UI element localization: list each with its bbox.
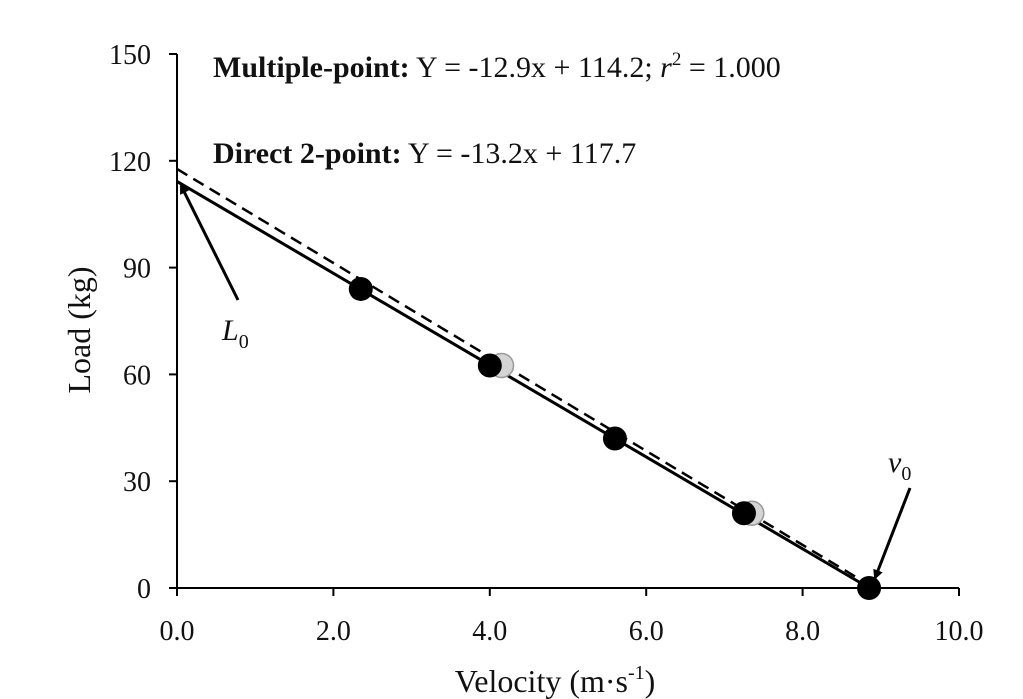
- y-axis-ticks: 0 30 60 90 120 150: [109, 40, 177, 605]
- y-tick-label: 0: [137, 574, 151, 605]
- x-axis-ticks: 0.0 2.0 4.0 6.0 8.0 10.0: [160, 588, 984, 647]
- x-tick-label: 0.0: [160, 616, 195, 647]
- black-data-point: [731, 501, 756, 526]
- multiple-point-fit-line: [176, 180, 870, 590]
- x-tick-label: 2.0: [316, 616, 351, 647]
- black-data-point: [602, 426, 627, 451]
- y-axis-title: Load (kg): [61, 266, 97, 393]
- l0-arrow: [179, 183, 240, 301]
- x-tick-label: 6.0: [629, 616, 664, 647]
- multiple-point-equation: Multiple-point: Y = -12.9x + 114.2; r2 =…: [213, 49, 781, 84]
- x-axis-title: Velocity (m·s-1): [455, 662, 656, 699]
- r-squared-value: = 1.000: [681, 51, 780, 84]
- multiple-point-formula: Y = -12.9x + 114.2;: [410, 51, 661, 84]
- y-tick-label: 90: [123, 254, 151, 285]
- y-tick-label: 120: [109, 147, 151, 178]
- black-data-point: [348, 276, 373, 301]
- data-points: [348, 276, 882, 600]
- l0-label: L0: [221, 314, 249, 353]
- r-squared-sup: 2: [672, 49, 682, 70]
- x-tick-label: 10.0: [935, 616, 984, 647]
- x-axis-title-close: ): [645, 663, 656, 699]
- y-tick-label: 30: [123, 467, 151, 498]
- direct-2-point-formula: Y = -13.2x + 117.7: [402, 137, 637, 170]
- y-tick-label: 150: [109, 40, 151, 71]
- v0-annotation: v0: [873, 446, 912, 580]
- direct-2-point-equation: Direct 2-point: Y = -13.2x + 117.7: [213, 137, 636, 170]
- v0-arrow: [873, 487, 912, 580]
- regression-lines: [176, 167, 874, 590]
- x-tick-label: 4.0: [472, 616, 507, 647]
- direct-2-point-fit-line: [176, 167, 874, 589]
- axes: [176, 54, 959, 589]
- x-tick-label: 8.0: [785, 616, 820, 647]
- y-tick-label: 60: [123, 360, 151, 391]
- multiple-point-label: Multiple-point:: [213, 51, 410, 84]
- v0-label: v0: [888, 446, 911, 485]
- black-data-point: [857, 576, 882, 600]
- l0-annotation: L0: [179, 183, 249, 353]
- direct-2-point-label: Direct 2-point:: [213, 137, 402, 170]
- r-symbol: r: [660, 51, 672, 84]
- x-axis-title-text: Velocity (m·s: [455, 663, 628, 699]
- black-data-point: [477, 353, 502, 378]
- x-axis-title-sup: -1: [628, 662, 645, 684]
